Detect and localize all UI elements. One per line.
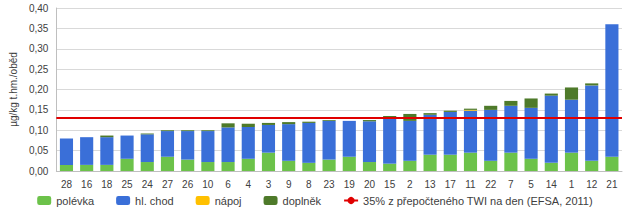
svg-text:5: 5: [528, 179, 534, 190]
svg-text:0,25: 0,25: [29, 64, 49, 75]
svg-text:21: 21: [606, 179, 618, 190]
svg-text:0,05: 0,05: [29, 145, 49, 156]
svg-text:19: 19: [344, 179, 356, 190]
svg-text:µg/kg t.hm./oběd: µg/kg t.hm./oběd: [8, 52, 19, 127]
svg-text:0,30: 0,30: [29, 43, 49, 54]
svg-text:27: 27: [162, 179, 174, 190]
svg-text:4: 4: [245, 179, 251, 190]
svg-text:3: 3: [266, 179, 272, 190]
svg-text:12: 12: [586, 179, 598, 190]
svg-text:18: 18: [101, 179, 113, 190]
svg-text:23: 23: [324, 179, 336, 190]
svg-text:0,00: 0,00: [29, 166, 49, 177]
svg-text:35% z přepočteného TWI na den: 35% z přepočteného TWI na den (EFSA, 201…: [363, 195, 593, 207]
svg-text:25: 25: [122, 179, 134, 190]
svg-text:24: 24: [142, 179, 154, 190]
svg-text:6: 6: [225, 179, 231, 190]
svg-text:0,10: 0,10: [29, 125, 49, 136]
svg-text:nápoj: nápoj: [215, 195, 242, 207]
svg-text:22: 22: [485, 179, 497, 190]
svg-text:20: 20: [364, 179, 376, 190]
svg-text:hl. chod: hl. chod: [135, 195, 174, 207]
svg-text:0,20: 0,20: [29, 84, 49, 95]
svg-text:11: 11: [465, 179, 476, 190]
svg-text:15: 15: [384, 179, 396, 190]
svg-text:13: 13: [425, 179, 437, 190]
svg-text:9: 9: [286, 179, 292, 190]
svg-text:1: 1: [569, 179, 575, 190]
svg-text:0,35: 0,35: [29, 23, 49, 34]
svg-text:0,15: 0,15: [29, 104, 49, 115]
svg-text:doplněk: doplněk: [283, 195, 322, 207]
svg-text:14: 14: [546, 179, 558, 190]
svg-text:2: 2: [407, 179, 413, 190]
svg-text:17: 17: [445, 179, 457, 190]
svg-text:10: 10: [202, 179, 214, 190]
svg-text:0,40: 0,40: [29, 3, 49, 14]
svg-text:28: 28: [61, 179, 73, 190]
svg-text:polévka: polévka: [56, 195, 95, 207]
svg-text:8: 8: [306, 179, 312, 190]
svg-text:7: 7: [508, 179, 514, 190]
svg-text:16: 16: [81, 179, 93, 190]
svg-text:26: 26: [182, 179, 194, 190]
